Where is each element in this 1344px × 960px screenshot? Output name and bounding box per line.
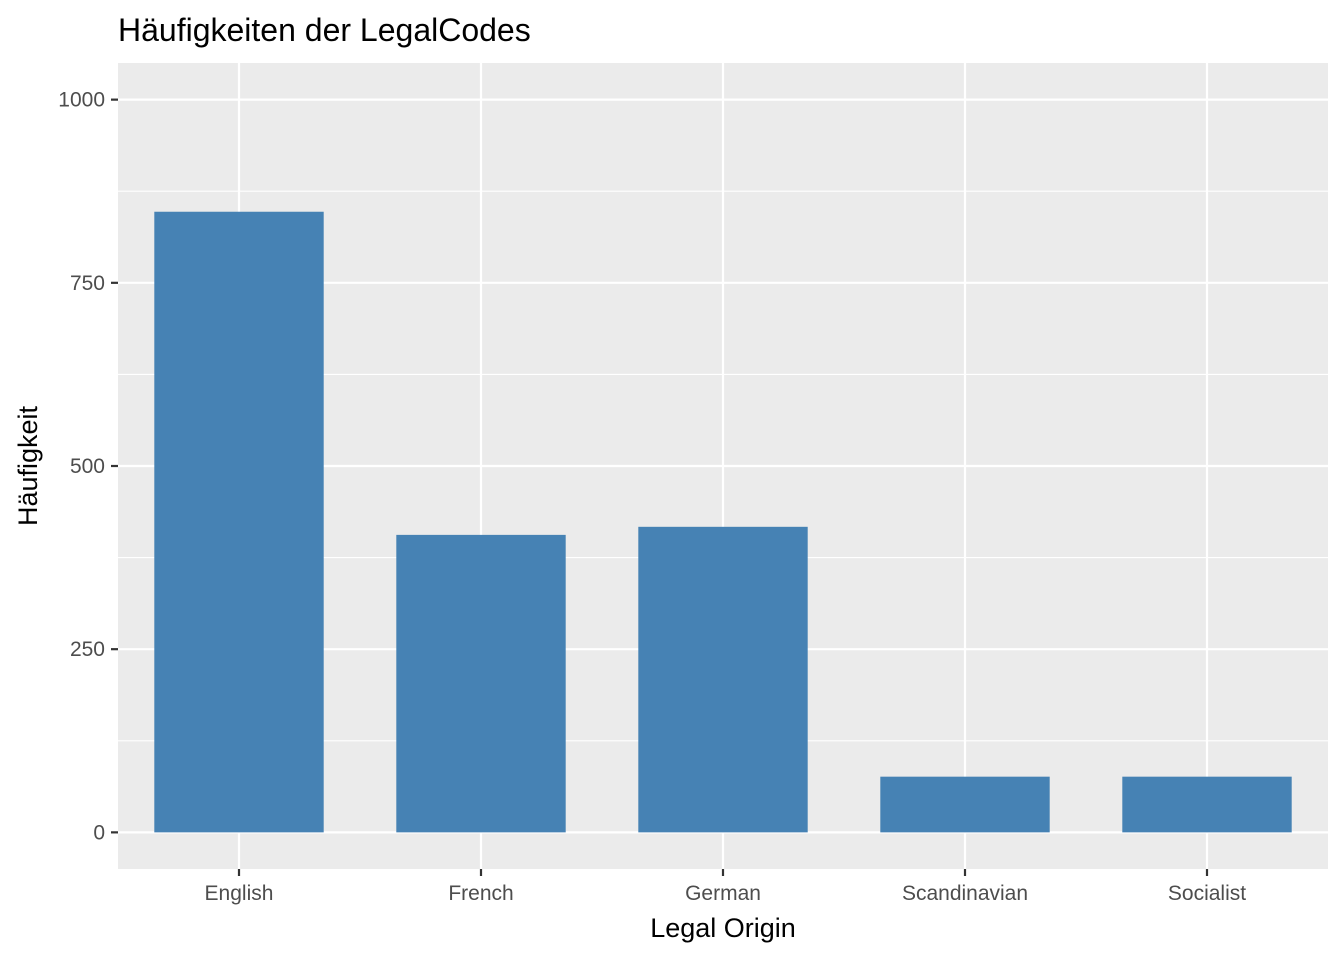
bar-scandinavian bbox=[880, 776, 1050, 833]
y-tick-label: 500 bbox=[70, 455, 105, 478]
bar-english bbox=[154, 211, 324, 833]
x-tick-label: German bbox=[685, 882, 761, 905]
y-axis: 0 250 500 750 1000 bbox=[58, 89, 118, 844]
x-axis-label: Legal Origin bbox=[650, 913, 796, 943]
y-tick-label: 1000 bbox=[58, 89, 105, 112]
y-tick-label: 0 bbox=[93, 821, 105, 844]
x-tick-label: French bbox=[448, 882, 513, 905]
chart-title: Häufigkeiten der LegalCodes bbox=[118, 12, 531, 48]
x-tick-label: Socialist bbox=[1168, 882, 1246, 905]
bar-german bbox=[638, 526, 808, 833]
x-tick-label: Scandinavian bbox=[902, 882, 1028, 905]
x-axis: English French German Scandinavian Socialist bbox=[205, 869, 1246, 905]
bars bbox=[154, 211, 1292, 833]
y-axis-label: Häufigkeit bbox=[13, 405, 43, 526]
x-tick-label: English bbox=[205, 882, 274, 905]
bar-french bbox=[396, 534, 566, 833]
y-tick-label: 250 bbox=[70, 638, 105, 661]
y-tick-label: 750 bbox=[70, 272, 105, 295]
bar-socialist bbox=[1122, 776, 1292, 833]
